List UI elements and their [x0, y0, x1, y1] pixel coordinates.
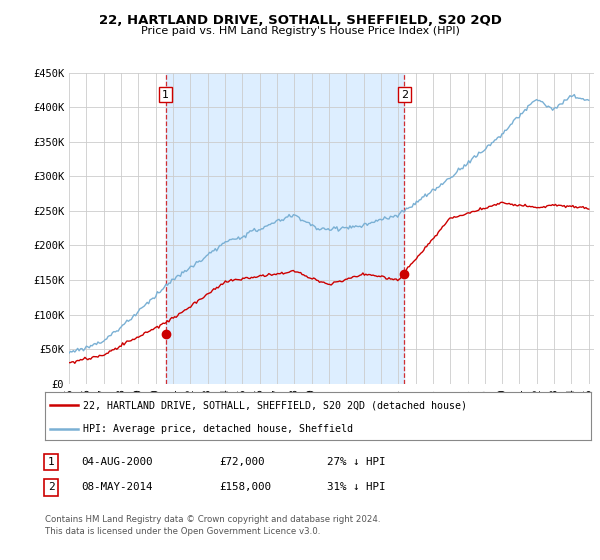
Text: 22, HARTLAND DRIVE, SOTHALL, SHEFFIELD, S20 2QD: 22, HARTLAND DRIVE, SOTHALL, SHEFFIELD, …: [98, 14, 502, 27]
Text: 2: 2: [401, 90, 408, 100]
Text: £158,000: £158,000: [219, 482, 271, 492]
Text: This data is licensed under the Open Government Licence v3.0.: This data is licensed under the Open Gov…: [45, 528, 320, 536]
Text: 2: 2: [47, 482, 55, 492]
Text: 04-AUG-2000: 04-AUG-2000: [81, 457, 152, 467]
Text: HPI: Average price, detached house, Sheffield: HPI: Average price, detached house, Shef…: [83, 424, 353, 434]
Text: 27% ↓ HPI: 27% ↓ HPI: [327, 457, 386, 467]
Bar: [166, 73, 404, 384]
Text: Contains HM Land Registry data © Crown copyright and database right 2024.: Contains HM Land Registry data © Crown c…: [45, 515, 380, 524]
Text: 1: 1: [47, 457, 55, 467]
Text: Price paid vs. HM Land Registry's House Price Index (HPI): Price paid vs. HM Land Registry's House …: [140, 26, 460, 36]
Text: 08-MAY-2014: 08-MAY-2014: [81, 482, 152, 492]
Text: 1: 1: [162, 90, 169, 100]
Text: £72,000: £72,000: [219, 457, 265, 467]
Text: 31% ↓ HPI: 31% ↓ HPI: [327, 482, 386, 492]
Text: 22, HARTLAND DRIVE, SOTHALL, SHEFFIELD, S20 2QD (detached house): 22, HARTLAND DRIVE, SOTHALL, SHEFFIELD, …: [83, 400, 467, 410]
